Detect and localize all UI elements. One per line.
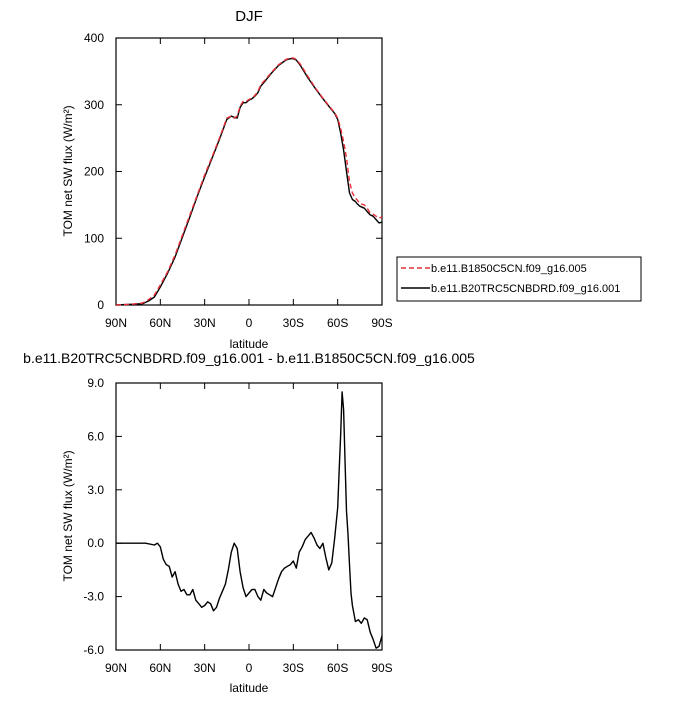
bottom-y-tick-label: -3.0 [83, 590, 104, 604]
bottom-chart-title: b.e11.B20TRC5CNBDRD.f09_g16.001 - b.e11.… [23, 350, 475, 366]
bottom-axes: 90N 60N 30N 0 30S 60S 90S -6.0 -3.0 0.0 3.0 6.0 9.0 [83, 376, 392, 675]
bottom-series-line-1 [116, 391, 383, 649]
top-x-tick-label: 30N [194, 316, 216, 330]
top-y-tick-label: 300 [84, 98, 104, 112]
bottom-y-tick-label: 9.0 [87, 376, 104, 390]
top-x-tick-label: 60S [327, 316, 348, 330]
bottom-y-tick-label: 0.0 [87, 536, 104, 550]
top-axes: 90N 60N 30N 0 30S 60S 90S 0 100 200 300 400 [84, 31, 393, 330]
bottom-y-axis-label: TOM net SW flux (W/m²) [61, 450, 75, 581]
bottom-y-tick-label: 3.0 [87, 483, 104, 497]
top-plot-frame [115, 37, 383, 306]
bottom-plot-frame [115, 382, 383, 651]
bottom-x-tick-label: 30S [283, 661, 304, 675]
top-x-tick-label: 90S [371, 316, 392, 330]
top-series-line-1 [115, 57, 383, 306]
bottom-x-axis-label: latitude [230, 681, 269, 695]
top-y-axis-label: TOM net SW flux (W/m²) [61, 105, 75, 236]
top-x-tick-label: 90N [105, 316, 127, 330]
legend-label-1: b.e11.B1850C5CN.f09_g16.005 [431, 263, 587, 275]
top-y-tick-label: 200 [84, 165, 104, 179]
top-chart-title: DJF [235, 8, 263, 25]
top-y-tick-label: 100 [84, 231, 104, 245]
bottom-x-tick-label: 60S [327, 661, 348, 675]
legend-box [396, 256, 642, 302]
top-y-tick-label: 0 [97, 298, 104, 312]
bottom-x-tick-label: 30N [194, 661, 216, 675]
top-x-tick-label: 0 [246, 316, 253, 330]
top-x-tick-label: 30S [283, 316, 304, 330]
bottom-series-layer [116, 391, 383, 649]
top-x-axis-label: latitude [230, 337, 269, 351]
bottom-x-tick-label: 60N [149, 661, 171, 675]
top-series-layer [115, 57, 383, 306]
bottom-y-tick-label: -6.0 [83, 643, 104, 657]
top-x-tick-label: 60N [149, 316, 171, 330]
bottom-x-tick-label: 90N [105, 661, 127, 675]
bottom-x-tick-label: 0 [246, 661, 253, 675]
bottom-y-tick-label: 6.0 [87, 429, 104, 443]
top-y-tick-label: 400 [84, 31, 104, 45]
legend-label-2: b.e11.B20TRC5CNBDRD.f09_g16.001 [431, 283, 620, 295]
panel-top: DJF 90N 60N 30N 0 30S 60S 90S 0 100 200 300 400 lat… [61, 8, 393, 351]
panel-bottom: b.e11.B20TRC5CNBDRD.f09_g16.001 - b.e11.… [23, 350, 475, 695]
bottom-x-tick-label: 90S [371, 661, 392, 675]
top-series-line-2 [115, 58, 383, 306]
legend: b.e11.B1850C5CN.f09_g16.005 b.e11.B20TRC… [396, 256, 642, 302]
